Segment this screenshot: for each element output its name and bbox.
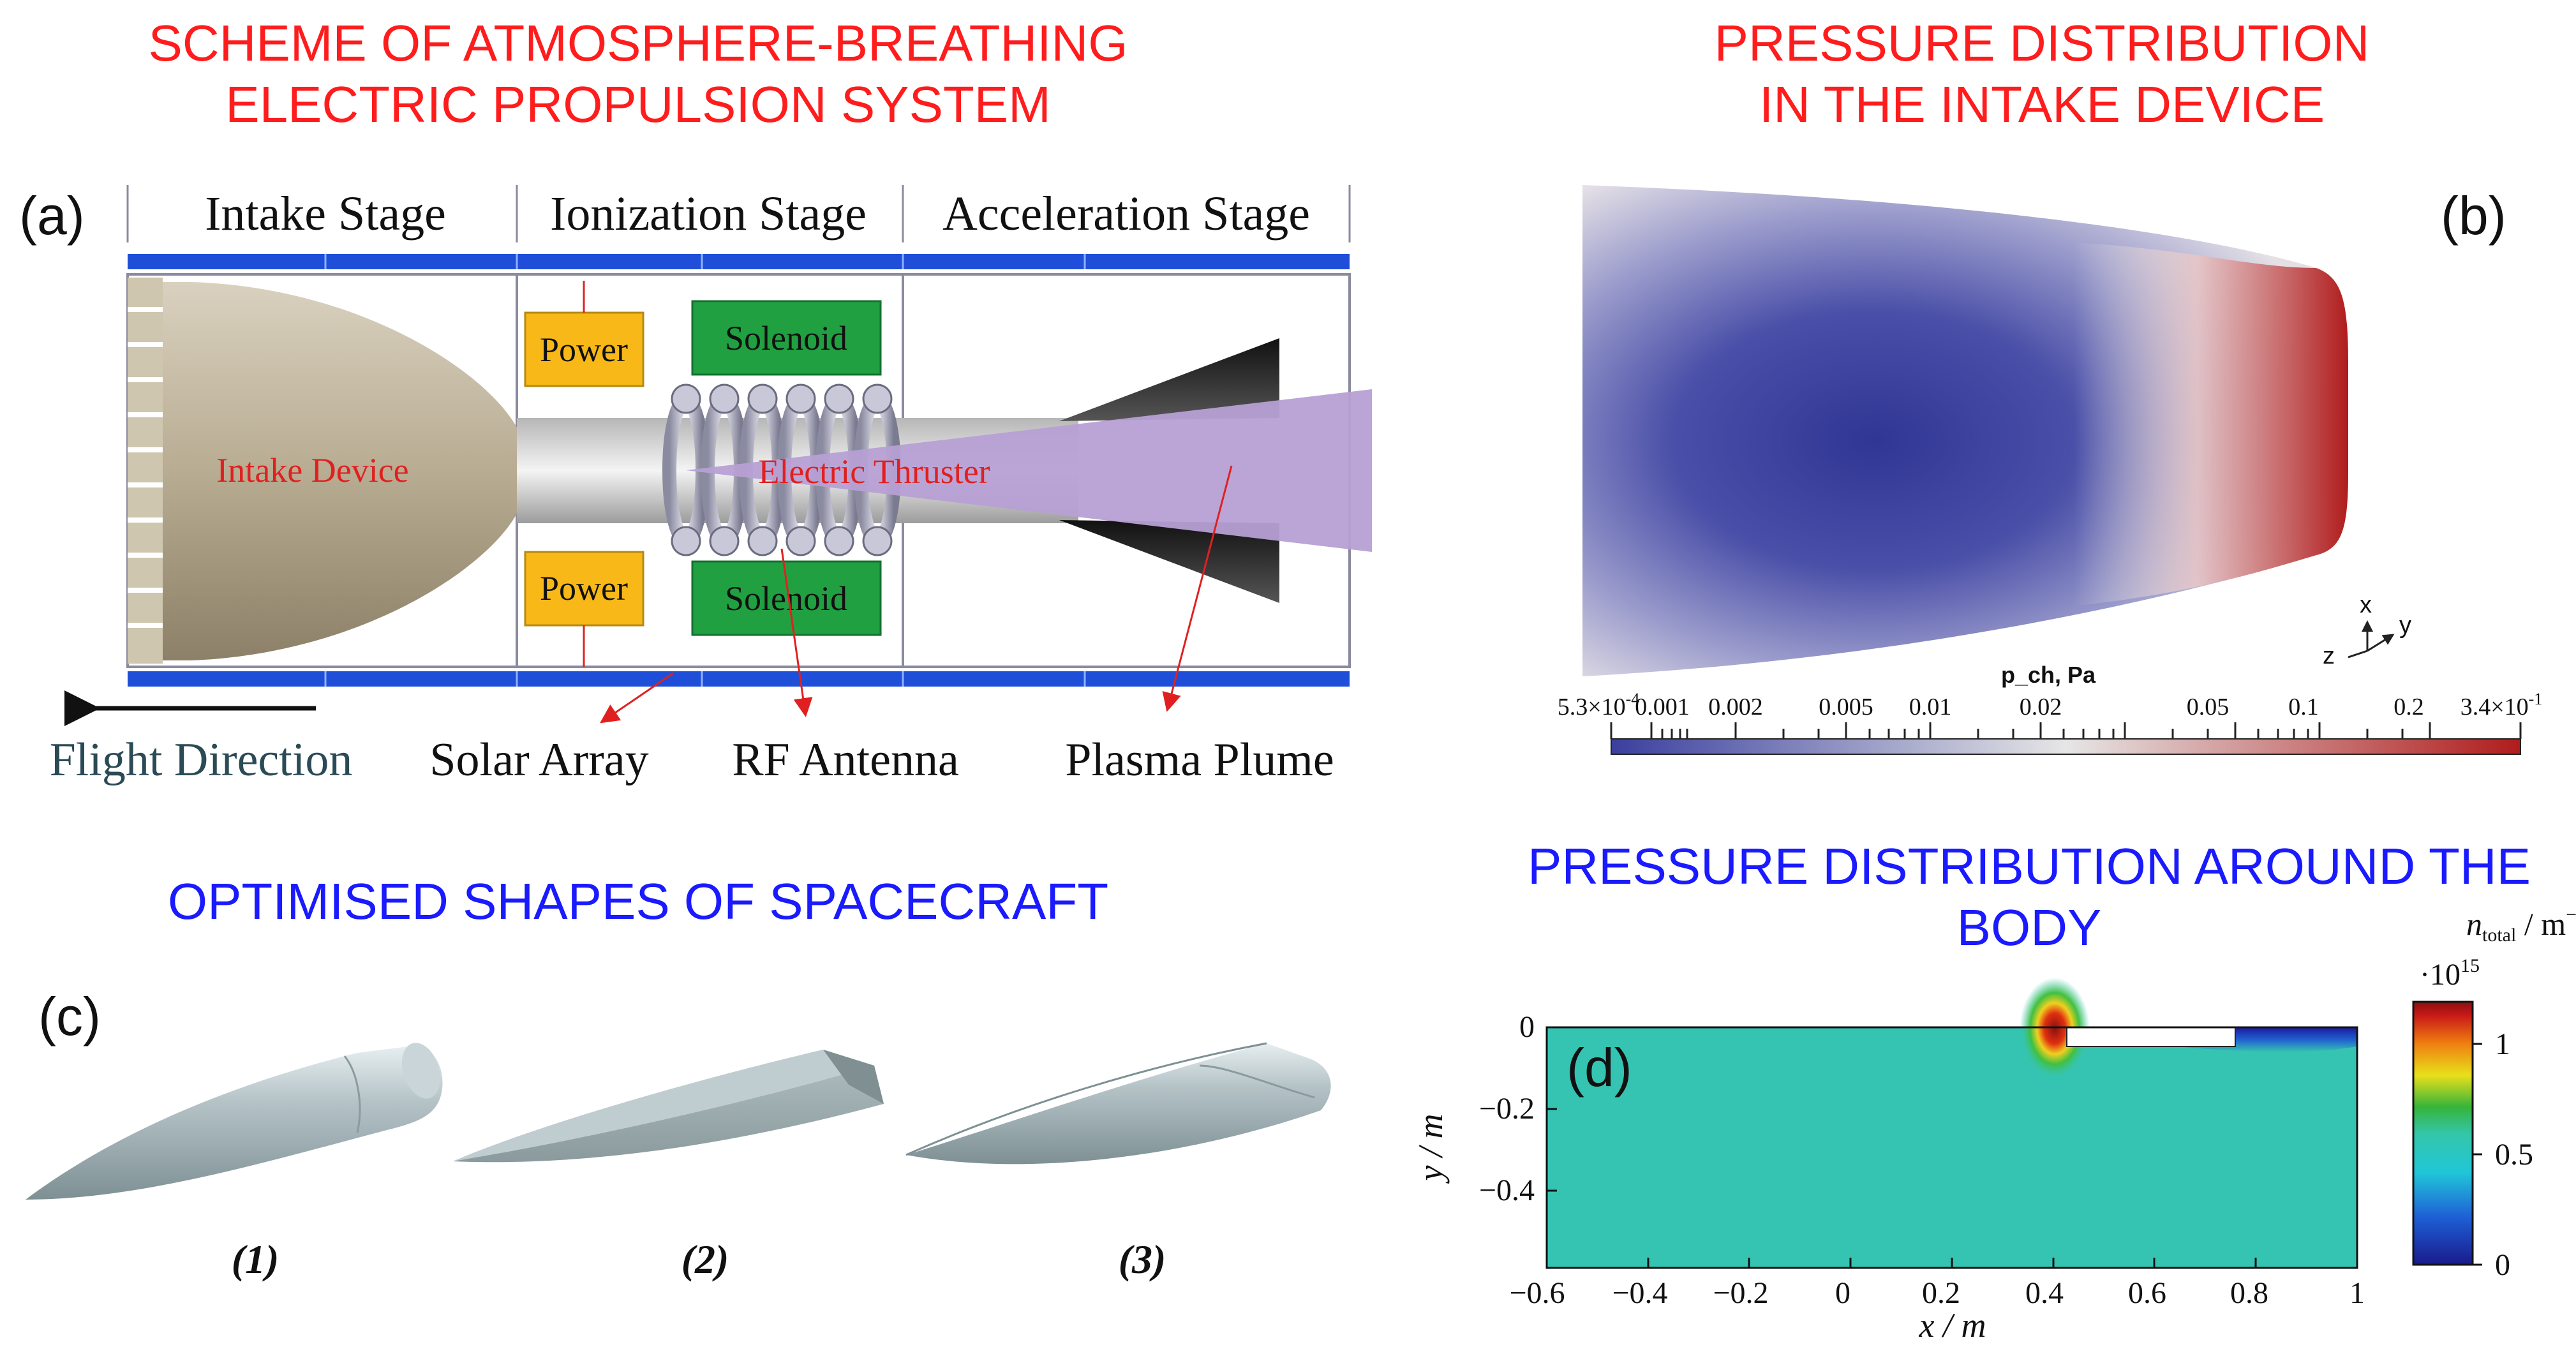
density-hotspot (2020, 978, 2090, 1080)
body-pressure-plot: ntotal / m−3 (d) 0 −0.2 −0.4 y / m −0.6 … (1411, 904, 2576, 1344)
pressure-tick-3: 0.005 (1819, 694, 1873, 720)
panel-b-title-line2: IN THE INTAKE DEVICE (1759, 76, 2325, 133)
nozzle-bottom (1059, 520, 1279, 603)
electric-thruster-label: Electric Thruster (758, 452, 990, 491)
pressure-colorbar (1611, 738, 2521, 755)
solar-array-label: Solar Array (429, 734, 648, 786)
solenoid-label-top: Solenoid (725, 319, 847, 357)
propulsion-scheme: Intake Stage Ionization Stage Accelerati… (50, 185, 1372, 786)
axis-triad-z: z (2323, 643, 2335, 669)
panel-a-title: SCHEME OF ATMOSPHERE-BREATHING ELECTRIC … (64, 13, 1212, 135)
pressure-tick-7: 0.1 (2288, 694, 2319, 720)
x-tick-7: 0.8 (2230, 1276, 2268, 1310)
x-axis-label: x / m (1919, 1306, 1986, 1344)
pressure-tick-8: 0.2 (2394, 694, 2424, 720)
x-tick-0: −0.6 (1509, 1276, 1565, 1310)
pressure-tick-9: 3.4×10-1 (2461, 690, 2543, 720)
x-tick-3: 0 (1835, 1276, 1850, 1310)
pressure-tick-0: 5.3×10-4 (1558, 690, 1640, 720)
panel-b-title-line1: PRESSURE DISTRIBUTION (1714, 15, 2370, 71)
x-tick-2: −0.2 (1713, 1276, 1768, 1310)
y-tick-1: −0.2 (1479, 1092, 1535, 1126)
power-label-top: Power (540, 331, 628, 369)
shape-label-3: (3) (1119, 1237, 1166, 1282)
plasma-plume-label: Plasma Plume (1065, 734, 1334, 786)
antenna-arrow (780, 548, 813, 717)
shape-label-2: (2) (681, 1237, 729, 1282)
plume-arrow (1162, 465, 1233, 712)
y-axis-label: y / m (1411, 1114, 1450, 1184)
x-tick-5: 0.4 (2025, 1276, 2064, 1310)
panel-d-title: PRESSURE DISTRIBUTION AROUND THE BODY (1527, 838, 2531, 956)
pressure-colorbar-label: p_ch, Pa (2001, 662, 2096, 688)
y-tick-0: 0 (1519, 1010, 1535, 1044)
power-label-bottom: Power (540, 569, 628, 607)
body-cutout (2066, 1027, 2236, 1047)
x-tick-6: 0.6 (2128, 1276, 2166, 1310)
density-colorbar-title: ntotal / m−3 (2466, 904, 2576, 946)
x-tick-8: 1 (2349, 1276, 2365, 1310)
panel-a-letter: (a) (19, 186, 85, 246)
spacecraft-shape-1 (26, 1043, 443, 1200)
solar-array-rail-bottom (128, 671, 1350, 687)
panel-a-title-line1: SCHEME OF ATMOSPHERE-BREATHING (148, 15, 1128, 71)
density-tick-1: 1 (2495, 1027, 2510, 1061)
intake-pressure-tip (2074, 242, 2348, 606)
panel-c-letter: (c) (38, 986, 101, 1046)
solar-array-rail-top (128, 254, 1350, 269)
panel-c-title: OPTIMISED SHAPES OF SPACECRAFT (167, 873, 1109, 930)
rf-antenna-label: RF Antenna (732, 734, 959, 786)
flight-direction-label: Flight Direction (50, 734, 353, 786)
intake-grid (128, 278, 163, 664)
pressure-tick-5: 0.02 (2020, 694, 2062, 720)
stage-label-intake: Intake Stage (205, 187, 446, 241)
panel-a-title-line2: ELECTRIC PROPULSION SYSTEM (225, 76, 1051, 133)
panel-b-title: PRESSURE DISTRIBUTION IN THE INTAKE DEVI… (1563, 13, 2520, 135)
panel-b-letter: (b) (2441, 186, 2506, 246)
plasma-plume (686, 389, 1372, 552)
density-tick-0: 0 (2495, 1248, 2510, 1282)
pressure-tick-4: 0.01 (1909, 694, 1952, 720)
spacecraft-shape-3 (905, 1042, 1331, 1165)
solenoid-bottom (691, 560, 882, 636)
panel-d-letter: (d) (1567, 1038, 1632, 1098)
axis-triad-y: y (2399, 612, 2411, 639)
intake-device-label: Intake Device (216, 451, 408, 489)
stage-label-ionization: Ionization Stage (550, 187, 867, 241)
pressure-colorbar-ticks (1610, 722, 2522, 739)
shape-label-1: (1) (232, 1237, 279, 1282)
spacecraft-shape-2 (453, 1050, 884, 1163)
axis-triad-x: x (2360, 592, 2372, 618)
density-colorbar-multiplier: ·1015 (2420, 955, 2480, 992)
solenoid-top (691, 300, 882, 376)
y-tick-2: −0.4 (1479, 1173, 1535, 1207)
intake-device (163, 282, 517, 660)
axis-triad: x y z (2323, 592, 2411, 669)
intake-pressure-plot: x y z p_ch, Pa 5.3×10-4 0.001 0.002 0.00… (1558, 185, 2543, 755)
pressure-tick-2: 0.002 (1708, 694, 1763, 720)
spacecraft-shapes: (1) (2) (3) (26, 1042, 1331, 1282)
x-tick-1: −0.4 (1612, 1276, 1667, 1310)
pressure-tick-1: 0.001 (1635, 694, 1690, 720)
solar-array-arrow (600, 672, 674, 724)
density-field (1547, 1027, 2357, 1268)
density-colorbar (2412, 1001, 2474, 1266)
density-tick-05: 0.5 (2495, 1138, 2533, 1172)
nozzle-top (1059, 338, 1279, 421)
x-tick-4: 0.2 (1922, 1276, 1960, 1310)
stage-label-acceleration: Acceleration Stage (942, 187, 1310, 241)
pressure-colorbar-ticklabels: 5.3×10-4 0.001 0.002 0.005 0.01 0.02 0.0… (1558, 690, 2543, 720)
pressure-tick-6: 0.05 (2187, 694, 2230, 720)
